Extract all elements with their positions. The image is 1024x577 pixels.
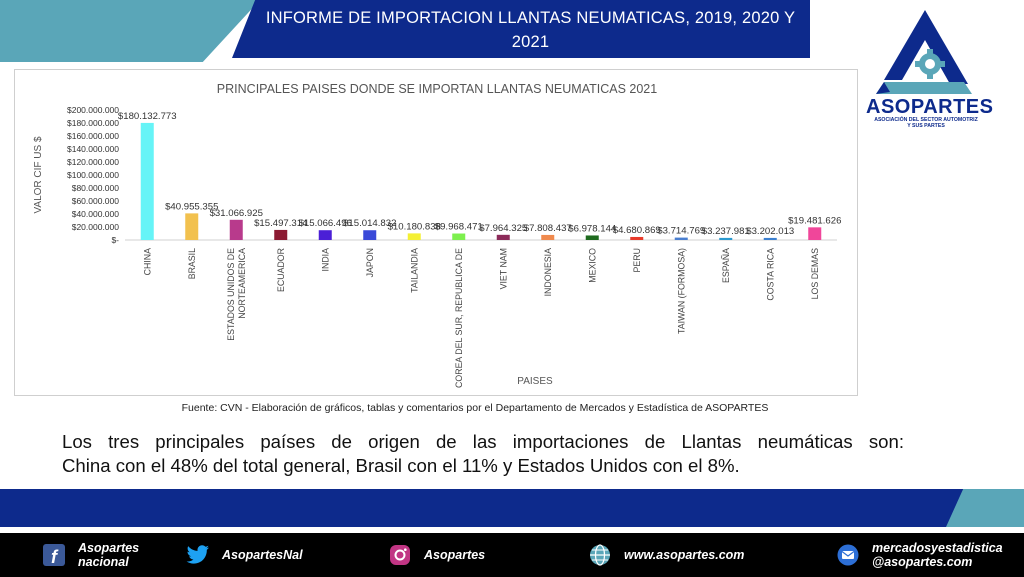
logo-subtitle: ASOCIACIÓN DEL SECTOR AUTOMOTRIZ Y SUS P…	[858, 117, 994, 129]
x-tick-label: VIET NAM	[498, 248, 508, 289]
x-tick-label: COSTA RICA	[765, 248, 775, 301]
bar	[630, 236, 644, 240]
bar	[452, 233, 466, 240]
data-label: $9.968.471	[435, 222, 483, 233]
bar	[274, 229, 288, 240]
x-tick-label: TAILANDIA	[409, 248, 419, 293]
data-label: $40.955.355	[165, 201, 218, 212]
footer-navy-band	[0, 489, 970, 527]
summary-line2: China con el 48% del total general, Bras…	[62, 455, 740, 476]
y-tick-label: $100.000.000	[67, 170, 119, 180]
data-label: $7.808.437	[524, 223, 572, 234]
data-label: $7.964.325	[479, 223, 527, 234]
facebook-link[interactable]: f Asopartes nacional	[42, 533, 139, 577]
bar	[229, 219, 243, 240]
y-tick-label: $-	[111, 235, 119, 245]
x-tick-label: LOS DEMAS	[810, 248, 820, 299]
bar	[719, 237, 733, 240]
x-tick-label: INDONESIA	[543, 248, 553, 297]
data-label: $15.014.832	[343, 218, 396, 229]
x-tick-label: NORTEAMERICA	[237, 248, 247, 319]
email-line1: mercadosyestadistica	[872, 541, 1003, 555]
chart-container: PRINCIPALES PAISES DONDE SE IMPORTAN LLA…	[14, 69, 858, 396]
y-tick-label: $80.000.000	[72, 183, 120, 193]
twitter-link[interactable]: AsopartesNal	[186, 533, 303, 577]
facebook-line2: nacional	[78, 555, 129, 569]
summary-text: Los tres principales países de origen de…	[62, 430, 904, 478]
bar	[496, 234, 510, 240]
y-axis-label: VALOR CIF US $	[33, 136, 44, 213]
x-tick-label: CHINA	[142, 248, 152, 276]
email-link[interactable]: mercadosyestadistica @asopartes.com	[836, 533, 1003, 577]
y-tick-label: $140.000.000	[67, 144, 119, 154]
twitter-label: AsopartesNal	[222, 548, 303, 562]
page-title-line2: 2021	[511, 33, 550, 51]
data-label: $180.132.773	[118, 111, 177, 122]
x-tick-label: ESTADOS UNIDOS DE	[226, 248, 236, 341]
data-label: $4.680.869	[613, 225, 661, 236]
x-tick-label: MEXICO	[587, 248, 597, 283]
data-label: $3.714.769	[657, 226, 705, 237]
x-tick-label: PERU	[632, 248, 642, 272]
data-label: $15.066.496	[299, 218, 352, 229]
bar	[140, 122, 154, 240]
page-title-line1: INFORME DE IMPORTACION LLANTAS NEUMATICA…	[265, 9, 796, 27]
mail-icon	[836, 543, 860, 567]
data-label: $19.481.626	[788, 215, 841, 226]
data-label: $3.202.013	[746, 226, 794, 237]
y-tick-label: $120.000.000	[67, 157, 119, 167]
y-tick-label: $160.000.000	[67, 131, 119, 141]
instagram-link[interactable]: Asopartes	[388, 533, 485, 577]
y-tick-label: $200.000.000	[67, 105, 119, 115]
data-label: $15.497.314	[254, 218, 308, 229]
y-tick-label: $40.000.000	[72, 209, 120, 219]
bar	[318, 230, 332, 240]
bar	[363, 230, 377, 240]
data-label: $6.978.144	[568, 223, 617, 234]
bar	[541, 234, 555, 240]
x-tick-label: COREA DEL SUR, REPUBLICA DE	[454, 248, 464, 388]
website-link[interactable]: www.asopartes.com	[588, 533, 744, 577]
globe-icon	[588, 543, 612, 567]
header-teal-band	[0, 0, 260, 62]
email-line2: @asopartes.com	[872, 555, 973, 569]
logo-name: ASOPARTES	[866, 96, 994, 118]
asopartes-logo-icon	[876, 10, 972, 94]
x-tick-label: ESPAÑA	[721, 248, 731, 283]
x-tick-label: ECUADOR	[276, 248, 286, 292]
website-label: www.asopartes.com	[624, 548, 745, 562]
data-label: $10.180.838	[388, 221, 441, 232]
bar	[185, 213, 199, 240]
chart-title: PRINCIPALES PAISES DONDE SE IMPORTAN LLA…	[217, 82, 657, 96]
facebook-line1: Asopartes	[78, 541, 140, 555]
bar	[585, 235, 599, 240]
svg-text:f: f	[51, 547, 59, 566]
y-tick-label: $180.000.000	[67, 118, 119, 128]
bar	[674, 237, 688, 240]
x-tick-label: INDIA	[320, 248, 330, 272]
x-tick-label: BRASIL	[187, 248, 197, 279]
facebook-icon: f	[42, 543, 66, 567]
summary-line1: Los tres principales países de origen de…	[62, 431, 904, 452]
x-tick-label: TAIWAN (FORMOSA)	[676, 248, 686, 334]
instagram-icon	[388, 543, 412, 567]
bar	[407, 233, 421, 240]
bar	[763, 237, 777, 240]
bar-chart: PRINCIPALES PAISES DONDE SE IMPORTAN LLA…	[33, 82, 841, 388]
data-label: $3.237.981	[702, 226, 750, 237]
data-label: $31.066.925	[210, 208, 263, 219]
logo-subtitle-line2: Y SUS PARTES	[907, 123, 945, 129]
bar	[808, 227, 822, 240]
x-tick-label: JAPON	[365, 248, 375, 277]
x-axis-label: PAISES	[517, 376, 553, 387]
page-title: INFORME DE IMPORTACION LLANTAS NEUMATICA…	[258, 6, 803, 54]
logo-subtitle-line1: ASOCIACIÓN DEL SECTOR AUTOMOTRIZ	[874, 117, 978, 123]
instagram-label: Asopartes	[424, 548, 486, 562]
y-tick-label: $20.000.000	[72, 222, 120, 232]
y-tick-label: $60.000.000	[72, 196, 120, 206]
source-note: Fuente: CVN - Elaboración de gráficos, t…	[181, 402, 769, 414]
header-navy-band	[232, 0, 810, 58]
social-footer: f Asopartes nacional AsopartesNal Asopar…	[0, 533, 1024, 577]
twitter-icon	[186, 543, 210, 567]
